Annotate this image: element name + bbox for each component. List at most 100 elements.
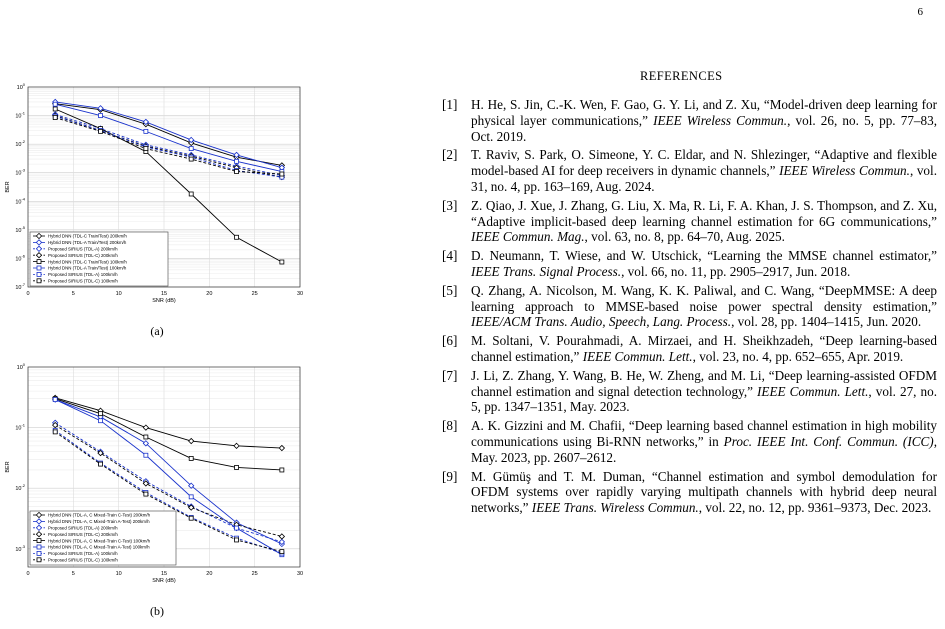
x-tick-label: 30 bbox=[297, 571, 303, 577]
legend: Hybrid DNN (TDL-C Train/Test) 200km/hHyb… bbox=[29, 231, 169, 287]
square-marker bbox=[98, 128, 103, 134]
reference-item: [2] T. Raviv, S. Park, O. Simeone, Y. C. … bbox=[442, 147, 937, 194]
y-tick-label: 10-2 bbox=[15, 483, 25, 492]
reference-item: [3] Z. Qiao, J. Xue, J. Zhang, G. Liu, X.… bbox=[442, 198, 937, 245]
diamond-marker bbox=[142, 118, 150, 126]
diamond-marker bbox=[142, 480, 150, 487]
x-tick-label: 20 bbox=[206, 571, 212, 577]
square-marker bbox=[143, 452, 149, 458]
reference-details: , vol. 27, no. 5, pp. 1347–1351, May. 20… bbox=[471, 383, 937, 415]
y-tick-label: 10-3 bbox=[15, 168, 25, 177]
diamond-marker bbox=[278, 444, 286, 452]
y-tick-label: 10-1 bbox=[15, 423, 25, 432]
series-line bbox=[55, 397, 282, 449]
diamond-marker bbox=[35, 524, 43, 531]
x-tick-label: 10 bbox=[116, 291, 122, 297]
legend-label: Proposed SIRIUS (TDL-C) 200km/h bbox=[48, 532, 118, 537]
figure-caption-a: (a) bbox=[150, 324, 164, 338]
x-tick-label: 5 bbox=[72, 291, 75, 297]
series-line bbox=[55, 103, 282, 172]
series-line bbox=[54, 422, 282, 543]
reference-venue: IEEE Wireless Commun. bbox=[779, 163, 910, 179]
square-marker bbox=[36, 557, 42, 563]
series-line bbox=[55, 113, 282, 176]
square-marker bbox=[36, 265, 42, 271]
square-marker bbox=[279, 171, 285, 177]
references-list: [1] H. He, S. Jin, C.-K. Wen, F. Gao, G. … bbox=[442, 97, 937, 519]
reference-details: , vol. 63, no. 8, pp. 64–70, Aug. 2025. bbox=[584, 229, 785, 245]
reference-details: , vol. 22, no. 12, pp. 9361–9373, Dec. 2… bbox=[698, 500, 932, 516]
reference-item: [8] A. K. Gizzini and M. Chafii, “Deep le… bbox=[442, 418, 937, 465]
square-marker bbox=[143, 128, 149, 134]
legend-label: Proposed SIRIUS (TDL-A) 200km/h bbox=[48, 526, 118, 531]
y-tick-exponent: -6 bbox=[21, 253, 25, 258]
square-marker bbox=[188, 515, 194, 521]
reference-text: H. He, S. Jin, C.-K. Wen, F. Gao, G. Y. … bbox=[471, 97, 937, 128]
series-line bbox=[54, 430, 283, 554]
diamond-marker bbox=[35, 245, 43, 252]
legend-label: Hybrid DNN (TDL-A, C Mixed-Train A-Test)… bbox=[48, 545, 150, 550]
series bbox=[52, 429, 285, 554]
series bbox=[52, 98, 286, 171]
y-tick-exponent: -2 bbox=[21, 139, 25, 144]
reference-item: [4] D. Neumann, T. Wiese, and W. Utschick… bbox=[442, 248, 937, 280]
square-marker bbox=[234, 234, 239, 240]
y-tick-exponent: 0 bbox=[23, 82, 26, 87]
square-marker bbox=[52, 429, 58, 435]
legend-label: Hybrid DNN (TDL-A Train/Test) 200km/h bbox=[48, 240, 127, 245]
square-marker bbox=[36, 538, 42, 543]
square-marker bbox=[52, 397, 58, 402]
reference-item: [1] H. He, S. Jin, C.-K. Wen, F. Gao, G. … bbox=[442, 97, 937, 144]
reference-number: [1] bbox=[442, 97, 458, 112]
legend-label: Proposed SIRIUS (TDL-A) 100km/h bbox=[48, 272, 118, 277]
reference-number: [4] bbox=[442, 248, 458, 264]
series-line bbox=[55, 101, 282, 169]
reference-details: , vol. 31, no. 4, pp. 163–169, Aug. 2024… bbox=[471, 163, 937, 194]
square-marker bbox=[36, 271, 42, 277]
ber-chart-b: 0 5 10 15 20 25 30 100 10-1 10-2 10-3 SNR (dB) BER Hy… bbox=[5, 362, 303, 584]
y-tick-exponent: -4 bbox=[21, 196, 25, 201]
x-tick-label: 20 bbox=[206, 291, 212, 297]
diamond-marker bbox=[188, 437, 195, 445]
reference-number: [3] bbox=[442, 197, 458, 213]
diamond-marker bbox=[97, 449, 104, 457]
reference-details: , May. 2023, pp. 2607–2612. bbox=[471, 433, 937, 465]
reference-venue: IEEE/ACM Trans. Audio, Speech, Lang. Pro… bbox=[471, 314, 732, 330]
square-marker bbox=[234, 158, 239, 164]
square-marker bbox=[279, 549, 285, 554]
reference-venue: IEEE Wireless Commun. bbox=[653, 112, 788, 128]
square-marker bbox=[234, 537, 239, 543]
diamond-marker bbox=[35, 232, 43, 240]
page-number: 6 bbox=[917, 6, 924, 18]
diamond-marker bbox=[52, 421, 59, 429]
reference-details: , vol. 26, no. 5, pp. 77–83, Oct. 2019. bbox=[471, 112, 938, 144]
diamond-marker bbox=[142, 424, 150, 431]
legend-label: Hybrid DNN (TDL-C Train/Test) 100km/h bbox=[48, 259, 127, 264]
diamond-marker bbox=[35, 239, 43, 246]
legend-label: Proposed SIRIUS (TDL-C) 200km/h bbox=[48, 253, 118, 258]
reference-number: [6] bbox=[442, 333, 458, 349]
square-marker bbox=[143, 146, 149, 151]
diamond-marker bbox=[233, 442, 240, 450]
diamond-marker bbox=[35, 531, 43, 538]
x-tick-label: 15 bbox=[161, 571, 167, 577]
square-marker bbox=[234, 169, 239, 174]
reference-details: , vol. 28, pp. 1404–1415, Jun. 2020. bbox=[731, 314, 922, 330]
reference-text: M. Gümüş and T. M. Duman, “Channel estim… bbox=[471, 468, 937, 516]
y-tick-label: 10-3 bbox=[15, 544, 25, 553]
legend-label: Hybrid DNN (TDL-A, C Mixed-Train A-Test)… bbox=[48, 519, 150, 524]
x-tick-label: 0 bbox=[26, 571, 29, 577]
series-line bbox=[54, 431, 282, 553]
legend-label: Hybrid DNN (TDL-A, C Mixed-Train C-Test)… bbox=[48, 538, 151, 543]
reference-text: A. K. Gizzini and M. Chafii, “Deep learn… bbox=[471, 418, 937, 449]
y-tick-exponent: -5 bbox=[21, 225, 25, 230]
legend-label: Hybrid DNN (TDL-A, C Mixed-Train C-Test)… bbox=[48, 513, 151, 518]
legend-box bbox=[29, 510, 177, 566]
y-tick-label: 10-5 bbox=[15, 225, 25, 234]
y-axis-label: BER bbox=[5, 461, 11, 472]
figure-caption-b: (b) bbox=[150, 604, 164, 618]
reference-venue: IEEE Commun. Lett. bbox=[582, 348, 693, 364]
square-marker bbox=[188, 191, 194, 197]
x-axis-label: SNR (dB) bbox=[152, 578, 176, 584]
y-tick-exponent: -3 bbox=[21, 544, 25, 549]
